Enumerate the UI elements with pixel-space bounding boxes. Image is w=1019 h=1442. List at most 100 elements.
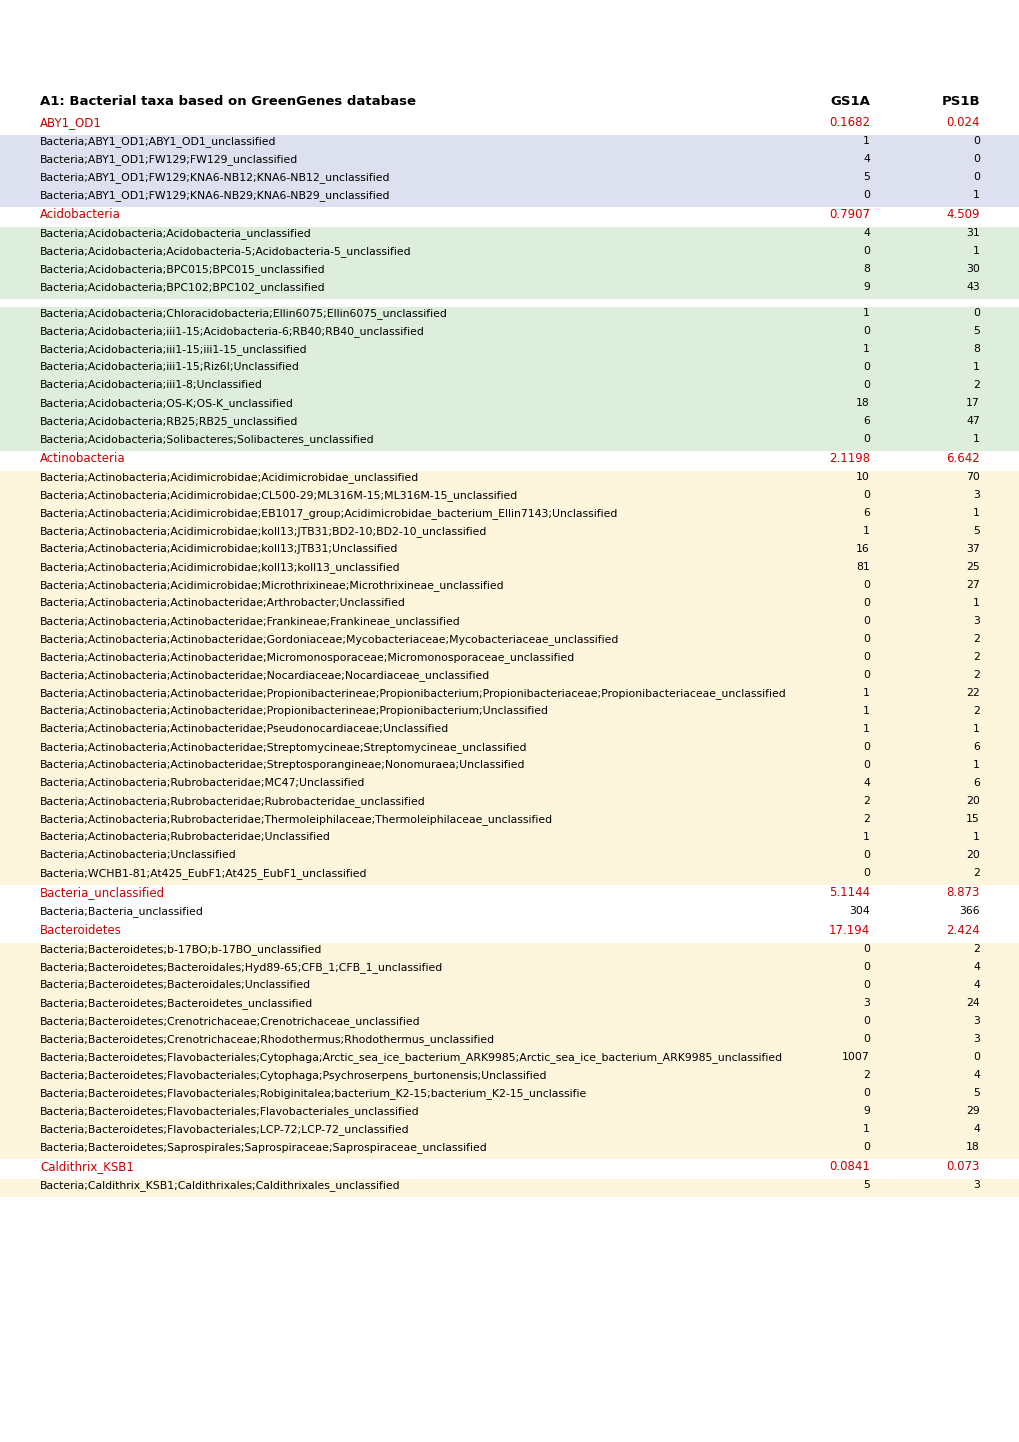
Bar xyxy=(0,508,1019,525)
Text: Bacteria;Actinobacteria;Acidimicrobidae;Acidimicrobidae_unclassified: Bacteria;Actinobacteria;Acidimicrobidae;… xyxy=(40,472,419,483)
Text: 2: 2 xyxy=(972,868,979,878)
Bar xyxy=(0,1123,1019,1141)
Bar xyxy=(0,489,1019,508)
Text: 0: 0 xyxy=(862,849,869,859)
Text: 1: 1 xyxy=(862,309,869,319)
Text: Bacteria;Actinobacteria;Acidimicrobidae;CL500-29;ML316M-15;ML316M-15_unclassifie: Bacteria;Actinobacteria;Acidimicrobidae;… xyxy=(40,490,518,500)
Text: 0.0841: 0.0841 xyxy=(828,1159,869,1172)
Text: Bacteria;Actinobacteria;Acidimicrobidae;koll13;JTB31;BD2-10;BD2-10_unclassified: Bacteria;Actinobacteria;Acidimicrobidae;… xyxy=(40,526,487,536)
Text: Bacteria;Bacteria_unclassified: Bacteria;Bacteria_unclassified xyxy=(40,906,204,917)
Text: Bacteria;Acidobacteria;Chloracidobacteria;Ellin6075;Ellin6075_unclassified: Bacteria;Acidobacteria;Chloracidobacteri… xyxy=(40,309,447,319)
Bar xyxy=(0,669,1019,686)
Text: 1: 1 xyxy=(862,832,869,842)
Text: 0: 0 xyxy=(972,172,979,182)
Bar xyxy=(0,360,1019,379)
Bar xyxy=(0,996,1019,1015)
Text: 0: 0 xyxy=(862,634,869,645)
Bar xyxy=(0,597,1019,614)
Bar xyxy=(0,705,1019,722)
Text: 0: 0 xyxy=(972,309,979,319)
Bar xyxy=(0,451,1019,472)
Bar xyxy=(0,1069,1019,1087)
Bar xyxy=(0,136,1019,153)
Text: Bacteria;Bacteroidetes;Bacteroidales;Unclassified: Bacteria;Bacteroidetes;Bacteroidales;Unc… xyxy=(40,981,311,991)
Text: Bacteria;Acidobacteria;Solibacteres;Solibacteres_unclassified: Bacteria;Acidobacteria;Solibacteres;Soli… xyxy=(40,434,374,446)
Bar xyxy=(0,795,1019,813)
Text: 30: 30 xyxy=(965,264,979,274)
Text: 18: 18 xyxy=(965,1142,979,1152)
Bar xyxy=(0,650,1019,669)
Text: 29: 29 xyxy=(965,1106,979,1116)
Text: 0: 0 xyxy=(862,1017,869,1027)
Text: 1: 1 xyxy=(862,345,869,353)
Text: 1: 1 xyxy=(862,526,869,536)
Text: 2: 2 xyxy=(972,381,979,389)
Text: Acidobacteria: Acidobacteria xyxy=(40,208,121,221)
Text: 0: 0 xyxy=(862,1034,869,1044)
Text: 1: 1 xyxy=(862,688,869,698)
Bar xyxy=(0,1159,1019,1180)
Text: 43: 43 xyxy=(965,283,979,291)
Text: Actinobacteria: Actinobacteria xyxy=(40,451,125,464)
Text: PS1B: PS1B xyxy=(941,95,979,108)
Text: Bacteria;ABY1_OD1;FW129;KNA6-NB12;KNA6-NB12_unclassified: Bacteria;ABY1_OD1;FW129;KNA6-NB12;KNA6-N… xyxy=(40,172,390,183)
Bar xyxy=(0,979,1019,996)
Text: 81: 81 xyxy=(855,562,869,572)
Text: 0: 0 xyxy=(862,1142,869,1152)
Text: Bacteria;Actinobacteria;Actinobacteridae;Streptosporangineae;Nonomuraea;Unclassi: Bacteria;Actinobacteria;Actinobacteridae… xyxy=(40,760,525,770)
Bar xyxy=(0,758,1019,777)
Text: Bacteria;Acidobacteria;BPC015;BPC015_unclassified: Bacteria;Acidobacteria;BPC015;BPC015_unc… xyxy=(40,264,325,275)
Text: 0: 0 xyxy=(862,760,869,770)
Bar xyxy=(0,397,1019,415)
Bar xyxy=(0,813,1019,831)
Text: 18: 18 xyxy=(855,398,869,408)
Text: 4: 4 xyxy=(862,779,869,787)
Text: Bacteria;Acidobacteria;iii1-15;Riz6I;Unclassified: Bacteria;Acidobacteria;iii1-15;Riz6I;Unc… xyxy=(40,362,300,372)
Text: Bacteria;Actinobacteria;Actinobacteridae;Arthrobacter;Unclassified: Bacteria;Actinobacteria;Actinobacteridae… xyxy=(40,598,406,609)
Text: 3: 3 xyxy=(862,998,869,1008)
Text: ABY1_OD1: ABY1_OD1 xyxy=(40,115,102,128)
Text: Bacteria;Actinobacteria;Unclassified: Bacteria;Actinobacteria;Unclassified xyxy=(40,849,236,859)
Text: 70: 70 xyxy=(965,472,979,482)
Text: 0: 0 xyxy=(862,981,869,991)
Bar xyxy=(0,1180,1019,1197)
Text: 0: 0 xyxy=(862,362,869,372)
Text: Bacteria;Bacteroidetes;Flavobacteriales;Cytophaga;Psychroserpens_burtonensis;Unc: Bacteria;Bacteroidetes;Flavobacteriales;… xyxy=(40,1070,547,1082)
Text: 1: 1 xyxy=(862,724,869,734)
Text: Bacteria;Actinobacteria;Actinobacteridae;Micromonosporaceae;Micromonosporaceae_u: Bacteria;Actinobacteria;Actinobacteridae… xyxy=(40,652,575,663)
Text: 0: 0 xyxy=(862,381,869,389)
Bar xyxy=(0,1105,1019,1123)
Text: 5.1144: 5.1144 xyxy=(828,885,869,898)
Text: 3: 3 xyxy=(972,490,979,500)
Text: Bacteria;Acidobacteria;OS-K;OS-K_unclassified: Bacteria;Acidobacteria;OS-K;OS-K_unclass… xyxy=(40,398,293,410)
Text: 16: 16 xyxy=(855,544,869,554)
Bar xyxy=(0,686,1019,705)
Text: 20: 20 xyxy=(965,849,979,859)
Text: 2: 2 xyxy=(862,1070,869,1080)
Bar xyxy=(0,153,1019,172)
Text: 6.642: 6.642 xyxy=(946,451,979,464)
Text: Bacteria;Actinobacteria;Actinobacteridae;Nocardiaceae;Nocardiaceae_unclassified: Bacteria;Actinobacteria;Actinobacteridae… xyxy=(40,671,490,681)
Text: 3: 3 xyxy=(972,1034,979,1044)
Text: Bacteria;ABY1_OD1;FW129;KNA6-NB29;KNA6-NB29_unclassified: Bacteria;ABY1_OD1;FW129;KNA6-NB29;KNA6-N… xyxy=(40,190,390,200)
Text: 1: 1 xyxy=(972,724,979,734)
Text: 17: 17 xyxy=(965,398,979,408)
Text: 0: 0 xyxy=(862,247,869,257)
Text: Bacteria;Bacteroidetes;Flavobacteriales;Flavobacteriales_unclassified: Bacteria;Bacteroidetes;Flavobacteriales;… xyxy=(40,1106,419,1118)
Text: 9: 9 xyxy=(862,1106,869,1116)
Text: 2: 2 xyxy=(972,671,979,681)
Bar xyxy=(0,741,1019,758)
Text: 0: 0 xyxy=(862,868,869,878)
Text: Bacteria;Actinobacteria;Rubrobacteridae;MC47;Unclassified: Bacteria;Actinobacteria;Rubrobacteridae;… xyxy=(40,779,365,787)
Text: 6: 6 xyxy=(972,779,979,787)
Bar xyxy=(0,1141,1019,1159)
Text: 0: 0 xyxy=(862,190,869,200)
Bar xyxy=(0,1051,1019,1069)
Text: 4.509: 4.509 xyxy=(946,208,979,221)
Text: 4: 4 xyxy=(862,228,869,238)
Text: 17.194: 17.194 xyxy=(828,924,869,937)
Text: Bacteria;WCHB1-81;At425_EubF1;At425_EubF1_unclassified: Bacteria;WCHB1-81;At425_EubF1;At425_EubF… xyxy=(40,868,367,880)
Text: 1: 1 xyxy=(972,434,979,444)
Bar xyxy=(0,262,1019,281)
Text: GS1A: GS1A xyxy=(829,95,869,108)
